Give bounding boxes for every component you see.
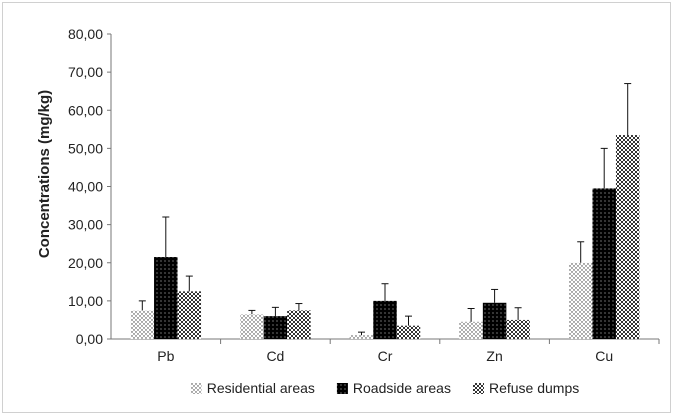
bar-pb-2: [177, 291, 202, 339]
bar-cd-2: [287, 310, 311, 339]
x-tick-label: Cr: [378, 348, 393, 364]
bar-pb-1: [154, 257, 178, 339]
legend-swatch: [336, 383, 348, 394]
legend-swatch: [472, 383, 484, 394]
x-tick-label: Cd: [266, 348, 284, 364]
bar-cd-1: [263, 316, 288, 339]
legend-swatch: [190, 383, 202, 394]
x-tick-label: Pb: [157, 348, 174, 364]
bar-cr-1: [373, 300, 397, 339]
legend-label: Refuse dumps: [489, 380, 579, 396]
bar-zn-1: [482, 302, 507, 339]
x-tick-label: Cu: [595, 348, 613, 364]
bar-zn-2: [506, 319, 530, 339]
bar-cr-2: [396, 325, 421, 339]
bar-cu-1: [592, 188, 616, 339]
bar-cr-0: [349, 335, 374, 339]
y-tick-label: 30,00: [68, 217, 103, 233]
chart-frame: Concentrations (mg/kg) 0,00 10,00 20,00 30,…: [2, 2, 671, 413]
y-tick-label: 20,00: [68, 255, 103, 271]
bar-zn-0: [459, 321, 483, 339]
plot-area: 0,00 10,00 20,00 30,00 40,00 50,00 60,00 70,00 8…: [68, 26, 660, 364]
legend-label: Roadside areas: [353, 380, 451, 396]
bar-cd-0: [240, 314, 264, 339]
x-tick-label: Zn: [486, 348, 502, 364]
y-axis-label: Concentrations (mg/kg): [36, 90, 53, 258]
y-tick-label: 10,00: [68, 293, 103, 309]
y-tick-label: 0,00: [76, 331, 103, 347]
bar-cu-2: [615, 135, 640, 339]
bar-pb-0: [130, 310, 155, 339]
bar-chart: Concentrations (mg/kg) 0,00 10,00 20,00 30,…: [36, 26, 660, 396]
y-tick-label: 40,00: [68, 179, 103, 195]
y-tick-label: 60,00: [68, 102, 103, 118]
legend-label: Residential areas: [207, 380, 315, 396]
y-tick-label: 50,00: [68, 140, 103, 156]
y-tick-label: 80,00: [68, 26, 103, 42]
legend: Residential areas Roadside areas Refuse du…: [190, 380, 579, 396]
bar-cu-0: [568, 262, 593, 339]
y-tick-label: 70,00: [68, 64, 103, 80]
